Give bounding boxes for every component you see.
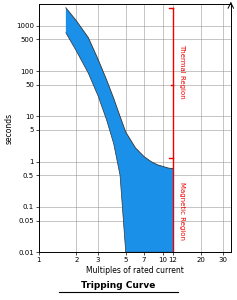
Polygon shape [66, 8, 173, 252]
Y-axis label: seconds: seconds [4, 112, 13, 144]
Text: Magnetic Region: Magnetic Region [179, 182, 185, 240]
Text: Thermal Region: Thermal Region [179, 44, 185, 98]
X-axis label: Multiples of rated current: Multiples of rated current [86, 266, 184, 275]
Text: Tripping Curve: Tripping Curve [81, 281, 156, 290]
